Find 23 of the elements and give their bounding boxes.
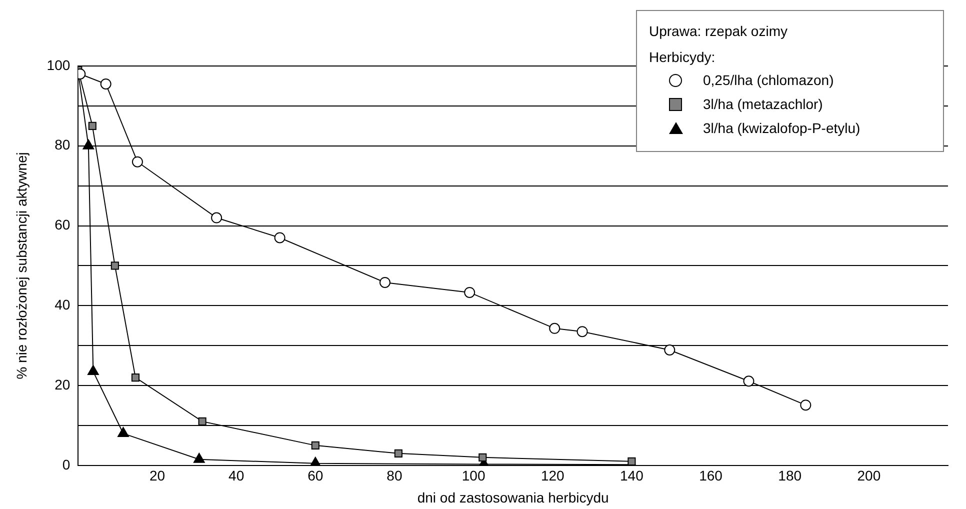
x-tick-label: 160	[699, 468, 723, 484]
x-tick-label: 180	[778, 468, 802, 484]
legend-label: 0,25/lha (chlomazon)	[703, 71, 835, 89]
y-tick-label: 100	[46, 56, 70, 73]
text: Herbicydy:	[649, 49, 716, 65]
x-tick-label: 120	[540, 468, 565, 484]
x-tick-label: 140	[620, 468, 644, 484]
x-tick-label: 40	[228, 468, 244, 484]
x-tick-label: 80	[386, 468, 402, 484]
x-tick-label: 200	[857, 468, 881, 484]
x-tick-label: 100	[462, 468, 486, 484]
x-tick-label: 20	[149, 468, 166, 484]
y-tick-label: 0	[62, 456, 70, 472]
x-axis-title: dni od zastosowania herbicydu	[417, 489, 609, 506]
legend-label: 3l/ha (metazachlor)	[703, 95, 824, 113]
y-tick-label: 40	[54, 296, 70, 312]
y-tick-label: 60	[54, 216, 70, 233]
y-axis-title: % nie rozłożonej substancji aktywnej	[13, 152, 30, 380]
x-tick-label: 60	[308, 468, 324, 484]
legend-label: 3l/ha (kwizalofop-P-etylu)	[703, 119, 862, 137]
y-tick-label: 20	[54, 376, 70, 392]
y-tick-label: 80	[54, 136, 70, 153]
legend-title: Uprawa: rzepak ozimy	[649, 23, 788, 39]
